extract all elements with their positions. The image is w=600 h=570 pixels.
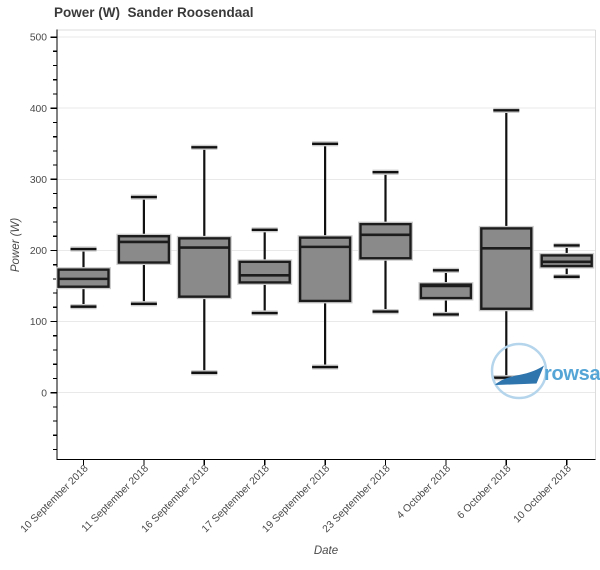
y-tick-label: 100 [30,317,47,328]
watermark-logo: rowsandall [490,342,600,400]
box-8 [539,242,595,280]
svg-text:6 October 2018: 6 October 2018 [455,463,513,521]
box-0 [56,246,111,310]
box-2 [176,144,232,376]
x-tick-label: 11 September 2018 [80,463,151,534]
svg-text:17 September 2018: 17 September 2018 [200,463,272,535]
x-tick-label: 4 October 2018 [395,463,453,521]
watermark-circle-icon [490,342,548,400]
box-5 [358,169,413,315]
svg-text:10 September 2018: 10 September 2018 [19,463,91,535]
x-tick-label: 10 October 2018 [512,463,574,525]
y-tick-label: 500 [30,33,47,44]
svg-text:10 October 2018: 10 October 2018 [512,463,574,525]
y-tick-label: 0 [41,388,47,399]
x-tick-label: 17 September 2018 [200,463,272,535]
y-tick-label: 200 [30,246,47,257]
svg-text:4 October 2018: 4 October 2018 [395,463,453,521]
box-4 [297,141,353,370]
svg-text:16 September 2018: 16 September 2018 [140,463,212,535]
x-tick-label: 19 September 2018 [260,463,332,535]
x-tick-label: 16 September 2018 [140,463,212,535]
box-6 [418,267,474,318]
x-tick-label: 23 September 2018 [321,463,393,535]
box-7 [478,107,534,381]
watermark-text: rowsandall [544,363,600,385]
box-1 [116,194,172,307]
rowing-boat-icon [495,365,544,385]
x-axis-label: Date [313,545,339,557]
svg-text:19 September 2018: 19 September 2018 [260,463,332,535]
svg-text:23 September 2018: 23 September 2018 [321,463,393,535]
box-3 [237,227,293,316]
gridlines [57,36,596,394]
svg-text:11 September 2018: 11 September 2018 [80,463,151,534]
box-series [56,107,595,381]
y-tick-label: 400 [30,104,47,115]
x-tick-label: 10 September 2018 [19,463,91,535]
chart-title: Power (W) Sander Roosendaal [54,5,254,20]
x-tick-label: 6 October 2018 [455,463,513,521]
y-tick-label: 300 [30,175,47,186]
